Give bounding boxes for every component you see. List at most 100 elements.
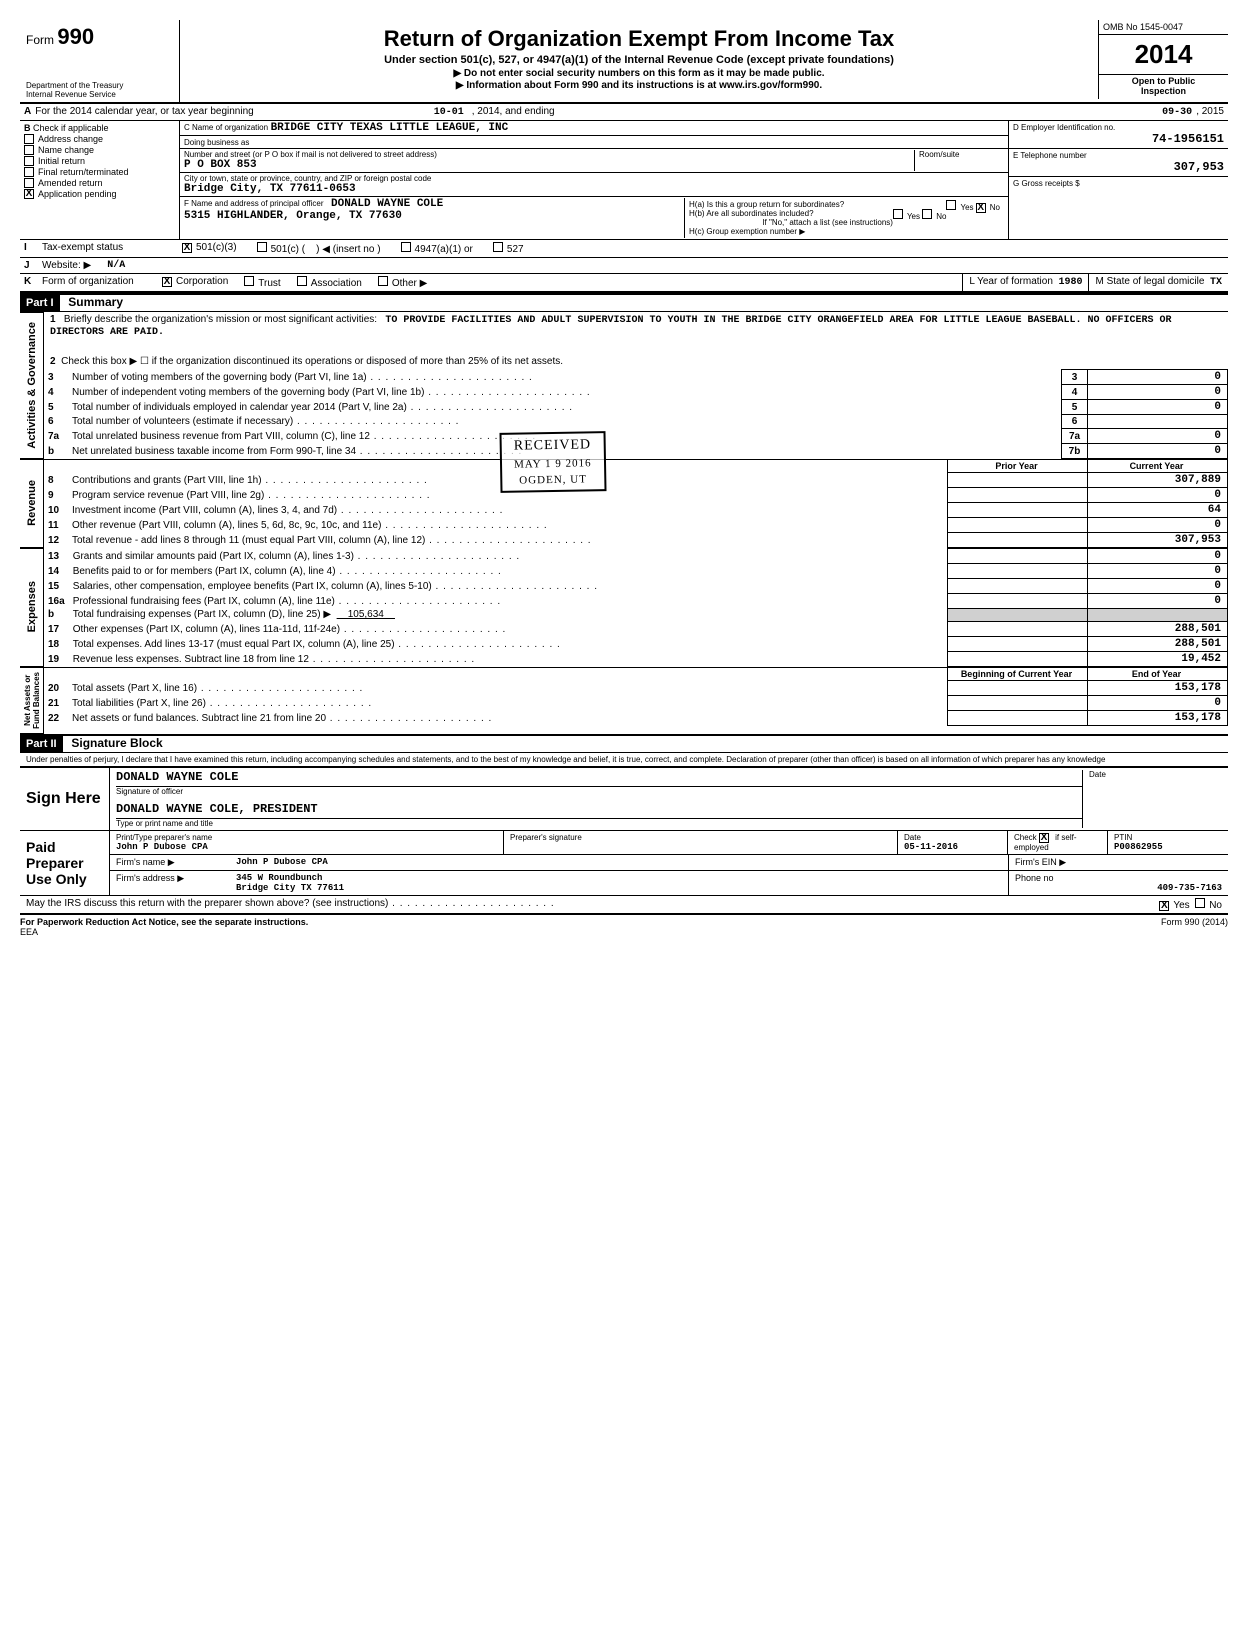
table-row: bTotal fundraising expenses (Part IX, co… [44, 608, 1228, 621]
firm-phone: 409-735-7163 [1015, 883, 1222, 893]
checkbox[interactable] [24, 178, 34, 188]
table-row: 12Total revenue - add lines 8 through 11… [44, 532, 1228, 547]
check-amended-return: Amended return [24, 178, 175, 188]
f-label: F Name and address of principal officer [184, 199, 323, 208]
table-row: 22Net assets or fund balances. Subtract … [44, 710, 1228, 725]
check-initial-return: Initial return [24, 156, 175, 166]
addr-value: P O BOX 853 [184, 159, 914, 171]
ha-label: H(a) Is this a group return for subordin… [689, 200, 844, 209]
table-row: 9Program service revenue (Part VIII, lin… [44, 487, 1228, 502]
d-label: D Employer Identification no. [1013, 123, 1224, 132]
side-revenue: Revenue [24, 476, 40, 530]
form-note-1: ▶ Do not enter social security numbers o… [186, 68, 1092, 79]
trust-check[interactable] [244, 276, 254, 286]
hb-note: If "No," attach a list (see instructions… [689, 218, 1000, 227]
telephone: 307,953 [1013, 160, 1224, 174]
row-i: I Tax-exempt status 501(c)(3) 501(c) ( )… [20, 240, 1228, 258]
hb-yes-check[interactable] [893, 209, 903, 219]
room-label: Room/suite [919, 150, 1004, 159]
501c-check[interactable] [257, 242, 267, 252]
form-note-2: ▶ Information about Form 990 and its ins… [186, 80, 1092, 91]
table-row: 6Total number of volunteers (estimate if… [44, 414, 1228, 428]
row-k: K Form of organization Corporation Trust… [20, 274, 1228, 293]
form-label: Form [26, 33, 54, 47]
table-row: 13Grants and similar amounts paid (Part … [44, 548, 1228, 563]
ein: 74-1956151 [1013, 132, 1224, 146]
table-row: 4Number of independent voting members of… [44, 384, 1228, 399]
section-b: B Check if applicable Address changeName… [20, 121, 1228, 240]
org-name: BRIDGE CITY TEXAS LITTLE LEAGUE, INC [271, 122, 509, 134]
checkbox[interactable] [24, 145, 34, 155]
form-990-label: Form 990 (2014) [1161, 917, 1228, 927]
table-row: 10Investment income (Part VIII, column (… [44, 502, 1228, 517]
side-net: Net Assets or Fund Balances [21, 668, 43, 733]
firm-addr-2: Bridge City TX 77611 [236, 883, 1002, 893]
check-final-return-terminated: Final return/terminated [24, 167, 175, 177]
table-row: 17Other expenses (Part IX, column (A), l… [44, 621, 1228, 636]
checkbox[interactable] [24, 134, 34, 144]
hc-label: H(c) Group exemption number ▶ [689, 227, 1000, 236]
row-a-label: A [24, 106, 31, 117]
other-check[interactable] [378, 276, 388, 286]
year-formation: 1980 [1058, 277, 1082, 288]
discuss-yes-check[interactable] [1159, 901, 1169, 911]
527-check[interactable] [493, 242, 503, 252]
tax-year: 2014 [1099, 35, 1228, 75]
city-label: City or town, state or province, country… [184, 174, 1004, 183]
discuss-question: May the IRS discuss this return with the… [26, 898, 388, 909]
assoc-check[interactable] [297, 276, 307, 286]
self-employed-check[interactable] [1039, 833, 1049, 843]
form-title: Return of Organization Exempt From Incom… [186, 26, 1092, 52]
table-row: 16aProfessional fundraising fees (Part I… [44, 593, 1228, 608]
table-row: 11Other revenue (Part VIII, column (A), … [44, 517, 1228, 532]
checkbox[interactable] [24, 156, 34, 166]
row-j: J Website: ▶ N/A [20, 258, 1228, 274]
table-row: 7aTotal unrelated business revenue from … [44, 428, 1228, 443]
footer: For Paperwork Reduction Act Notice, see … [20, 914, 1228, 927]
table-row: 18Total expenses. Add lines 13-17 (must … [44, 636, 1228, 651]
form-number: 990 [57, 24, 94, 49]
officer-name: DONALD WAYNE COLE [331, 198, 443, 210]
dba-label: Doing business as [184, 138, 249, 147]
table-row: 8Contributions and grants (Part VIII, li… [44, 472, 1228, 487]
hb-no-check[interactable] [922, 209, 932, 219]
g-label: G Gross receipts $ [1013, 179, 1224, 188]
website: N/A [103, 258, 129, 273]
preparer-name: John P Dubose CPA [116, 842, 497, 852]
table-row: 19Revenue less expenses. Subtract line 1… [44, 651, 1228, 666]
omb-number: OMB No 1545-0047 [1099, 20, 1228, 35]
form-subtitle: Under section 501(c), 527, or 4947(a)(1)… [186, 54, 1092, 66]
officer-title: DONALD WAYNE COLE, PRESIDENT [116, 802, 1082, 816]
side-governance: Activities & Governance [24, 318, 40, 453]
table-row: 14Benefits paid to or for members (Part … [44, 563, 1228, 578]
table-row: 15Salaries, other compensation, employee… [44, 578, 1228, 593]
hb-label: H(b) Are all subordinates included? [689, 209, 814, 218]
row-a-mid: , 2014, and ending [472, 106, 555, 117]
firm-addr-1: 345 W Roundbunch [236, 873, 1002, 883]
tax-year-end: 09-30 [1162, 107, 1192, 118]
ha-yes-check[interactable] [946, 200, 956, 210]
perjury-statement: Under penalties of perjury, I declare th… [20, 753, 1228, 766]
part-1-header: Part I Summary [20, 293, 1228, 312]
row-a-text: For the 2014 calendar year, or tax year … [35, 106, 253, 117]
open-public-2: Inspection [1101, 87, 1226, 97]
c-label: C Name of organization [184, 123, 268, 132]
501c3-check[interactable] [182, 243, 192, 253]
checkbox[interactable] [24, 189, 34, 199]
officer-signature-name: DONALD WAYNE COLE [116, 770, 1082, 784]
officer-addr: 5315 HIGHLANDER, Orange, TX 77630 [184, 210, 684, 222]
eea: EEA [20, 927, 1228, 937]
4947-check[interactable] [401, 242, 411, 252]
corp-check[interactable] [162, 277, 172, 287]
row-a-end2: , 2015 [1196, 106, 1224, 117]
table-row: bNet unrelated business taxable income f… [44, 443, 1228, 458]
checkbox[interactable] [24, 167, 34, 177]
row-a: A For the 2014 calendar year, or tax yea… [20, 104, 1228, 121]
discuss-no-check[interactable] [1195, 898, 1205, 908]
form-header: Form 990 Department of the Treasury Inte… [20, 20, 1228, 104]
table-row: 21Total liabilities (Part X, line 26)0 [44, 695, 1228, 710]
ha-no-check[interactable] [976, 203, 986, 213]
table-row: 20Total assets (Part X, line 16)153,178 [44, 680, 1228, 695]
city-value: Bridge City, TX 77611-0653 [184, 183, 1004, 195]
check-address-change: Address change [24, 134, 175, 144]
